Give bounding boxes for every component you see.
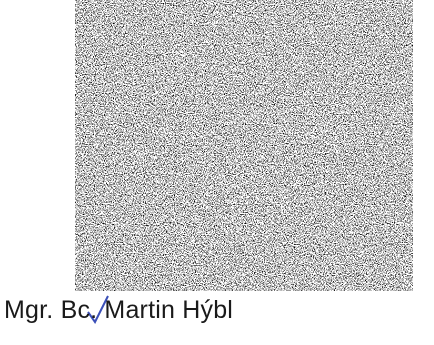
signatory-name: Mgr. Bc. Martin Hýbl: [4, 296, 234, 324]
pen-stroke: [87, 295, 109, 324]
stamp-noise: [75, 0, 413, 291]
